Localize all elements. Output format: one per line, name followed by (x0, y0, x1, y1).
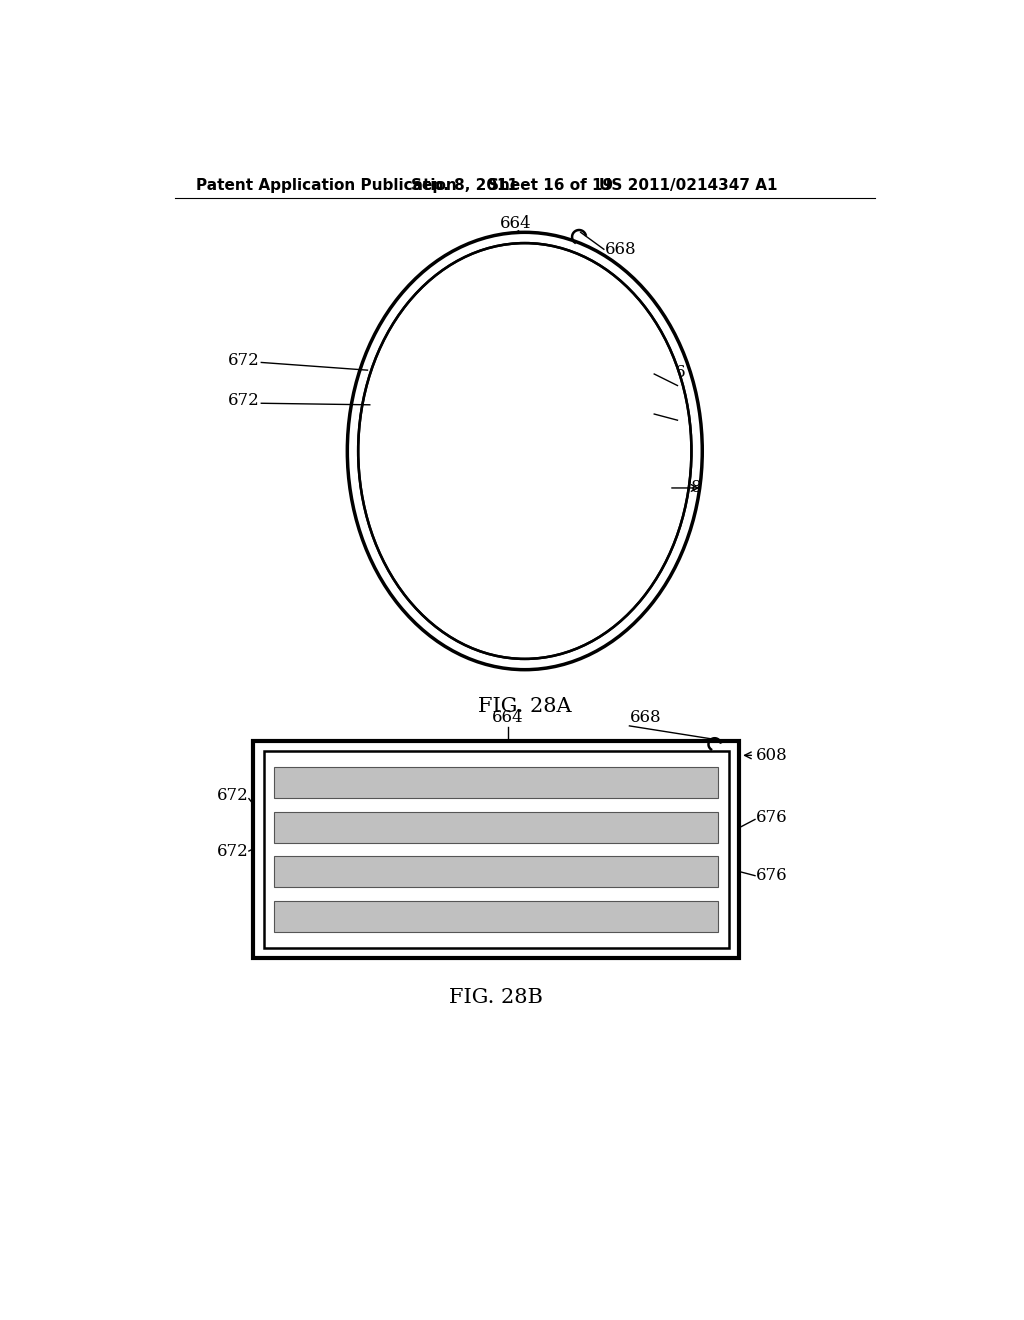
Bar (354, 409, 695, 430)
Text: FIG. 28B: FIG. 28B (450, 989, 543, 1007)
Text: Patent Application Publication: Patent Application Publication (197, 178, 457, 193)
Text: US 2011/0214347 A1: US 2011/0214347 A1 (599, 178, 777, 193)
Text: 672: 672 (228, 351, 260, 368)
Ellipse shape (359, 244, 690, 659)
Bar (354, 441, 695, 462)
Text: 672: 672 (216, 787, 248, 804)
Text: 668: 668 (630, 709, 662, 726)
Bar (274, 767, 718, 797)
Text: 676: 676 (756, 867, 787, 884)
Text: 664: 664 (492, 709, 523, 726)
Text: 668: 668 (604, 240, 636, 257)
Text: FIG. 28A: FIG. 28A (478, 697, 571, 717)
Bar (354, 533, 695, 554)
Text: 676: 676 (655, 364, 687, 381)
Bar (354, 502, 695, 523)
Bar (253, 741, 739, 958)
Ellipse shape (347, 232, 702, 669)
Text: 676: 676 (655, 404, 687, 421)
Text: 608: 608 (756, 747, 787, 764)
Text: 672: 672 (228, 392, 260, 409)
Text: Sheet 16 of 19: Sheet 16 of 19 (488, 178, 613, 193)
Text: Sep. 8, 2011: Sep. 8, 2011 (411, 178, 518, 193)
Bar (354, 471, 695, 492)
Bar (274, 857, 718, 887)
Bar (274, 902, 718, 932)
Text: 676: 676 (756, 809, 787, 826)
Bar (354, 379, 695, 400)
Text: 664: 664 (500, 215, 531, 231)
Bar (274, 812, 718, 842)
Ellipse shape (358, 243, 691, 659)
Bar (354, 348, 695, 370)
Bar (263, 751, 729, 948)
Text: 608: 608 (671, 479, 702, 496)
Text: 672: 672 (216, 842, 248, 859)
